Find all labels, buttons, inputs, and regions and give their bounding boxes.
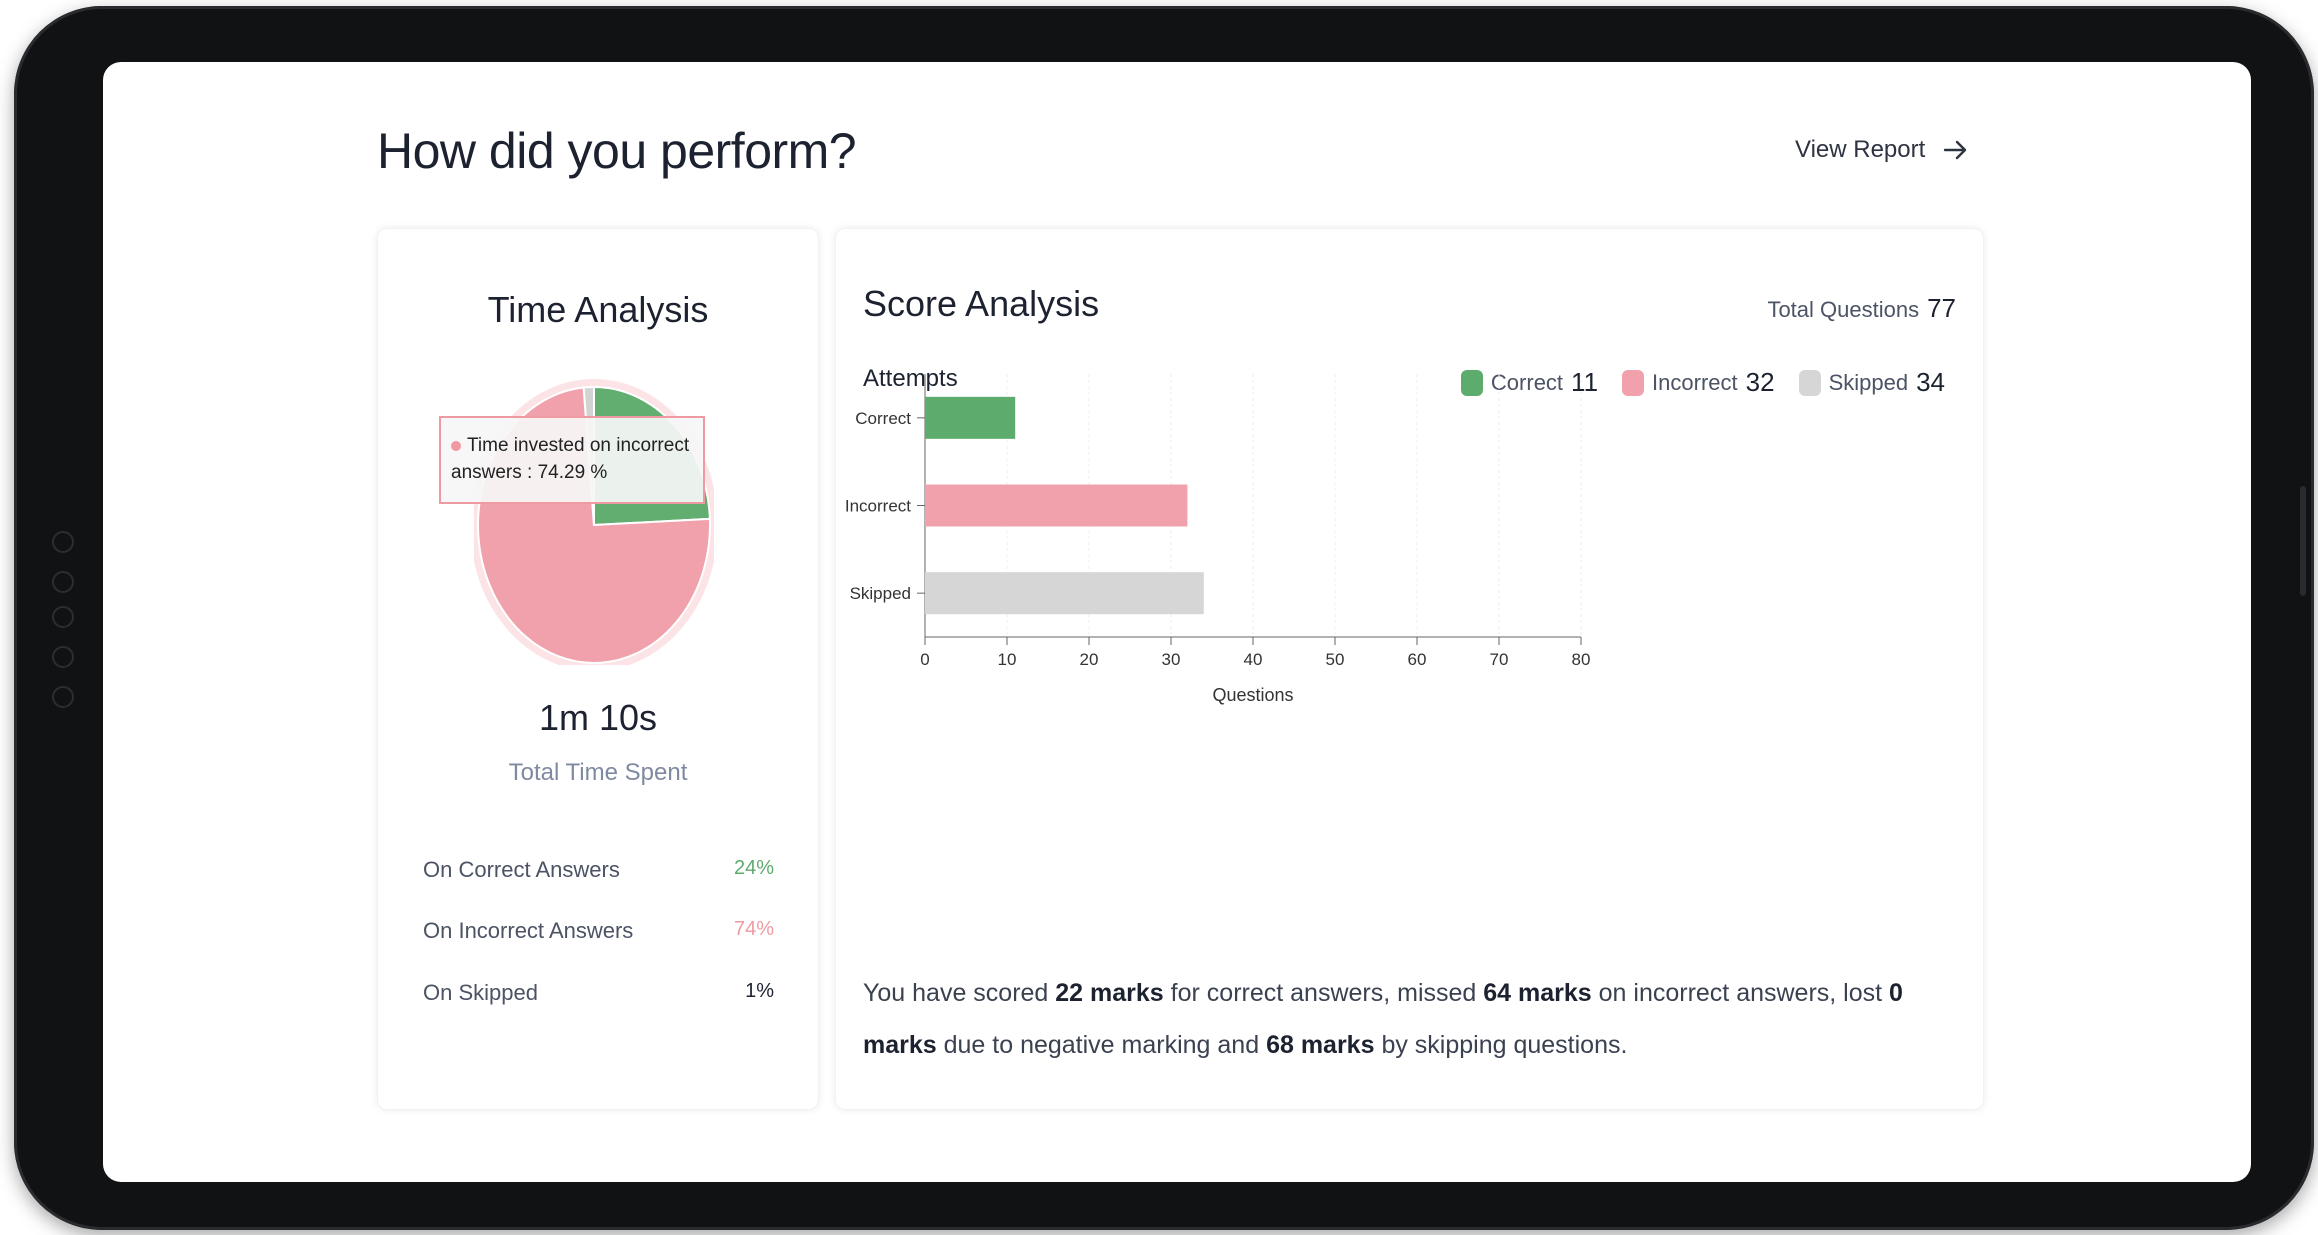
y-tick-label: Incorrect (845, 497, 911, 516)
time-analysis-title: Time Analysis (487, 289, 709, 330)
attempts-bar-chart: 0 10 20 30 40 50 60 70 80 Correct Incorrect Skipped… (845, 374, 1591, 705)
bar-correct[interactable] (925, 396, 1016, 439)
summary-text: You have scored (863, 979, 1056, 1007)
sensor-dot (52, 646, 74, 668)
time-row-incorrect: On Incorrect Answers 74% (423, 918, 774, 944)
time-row-label: On Skipped (423, 980, 538, 1005)
summary-text: on incorrect answers, lost (1591, 979, 1890, 1007)
time-row-value: 1% (745, 980, 774, 1002)
summary-text: due to negative marking and (936, 1031, 1267, 1059)
summary-negative-marks: 0 marks (863, 979, 1903, 1059)
y-tick-label: Skipped (850, 584, 911, 603)
time-analysis-card: Time Analysis Time invested on incorrect… (377, 228, 819, 1110)
score-summary: You have scored 22 marks for correct ans… (863, 967, 1953, 1071)
x-tick-label: 40 (1244, 650, 1263, 669)
view-report-label: View Report (1795, 136, 1926, 163)
score-analysis-title: Score Analysis (863, 283, 1100, 324)
y-tick-label: Correct (855, 409, 911, 428)
view-report-link[interactable]: View Report (1795, 136, 1969, 164)
x-tick-label: 60 (1408, 650, 1427, 669)
legend-swatch (1460, 369, 1483, 396)
score-analysis-card: Score Analysis Total Questions 77 Attempt… (835, 228, 1984, 1110)
screen: How did you perform? View Report Time An… (103, 62, 2251, 1182)
x-tick-label: 10 (998, 650, 1017, 669)
side-button (2300, 486, 2306, 596)
bar-skipped[interactable] (925, 572, 1204, 615)
legend-count: 34 (1916, 367, 1945, 397)
legend-count: 32 (1745, 367, 1775, 397)
tablet-frame: How did you perform? View Report Time An… (14, 6, 2314, 1230)
legend-swatch (1798, 369, 1821, 396)
legend-item-incorrect[interactable]: Incorrect 32 (1622, 367, 1775, 398)
x-tick-label: 80 (1572, 650, 1591, 669)
time-row-label: On Incorrect Answers (423, 918, 634, 943)
total-time-label: Total Time Spent (508, 759, 688, 786)
time-row-skipped: On Skipped 1% (423, 980, 774, 1006)
sensor-dot (52, 606, 74, 628)
time-pie-chart[interactable] (474, 365, 714, 665)
time-row-correct: On Correct Answers 24% (423, 857, 774, 883)
time-row-value: 24% (733, 857, 774, 879)
x-tick-label: 70 (1490, 650, 1509, 669)
x-tick-label: 0 (920, 650, 929, 669)
summary-text: for correct answers, missed (1163, 979, 1484, 1007)
legend-item-skipped[interactable]: Skipped 34 (1798, 367, 1945, 398)
legend-swatch (1622, 369, 1645, 396)
tooltip-text: Time invested on incorrect answers : 74.… (451, 435, 690, 483)
total-questions-label: Total Questions (1767, 297, 1920, 322)
legend-label: Incorrect (1652, 369, 1738, 395)
summary-text: by skipping questions. (1374, 1031, 1628, 1059)
sensor-dot (52, 571, 74, 593)
tooltip-dot-icon (451, 440, 461, 451)
page-title: How did you perform? (377, 123, 857, 179)
x-tick-label: 50 (1326, 650, 1345, 669)
total-time-value: 1m 10s (538, 697, 658, 738)
camera-dot (52, 531, 74, 553)
summary-skipped-marks: 68 marks (1266, 1031, 1375, 1059)
legend-item-correct[interactable]: Correct 11 (1460, 367, 1599, 398)
bar-incorrect[interactable] (925, 484, 1188, 527)
legend-count: 11 (1571, 367, 1599, 397)
arrow-right-icon (1944, 140, 1967, 160)
total-questions: Total Questions 77 (1767, 293, 1956, 324)
x-axis-label: Questions (1212, 685, 1293, 705)
summary-correct-marks: 22 marks (1055, 979, 1164, 1007)
summary-incorrect-marks: 64 marks (1483, 979, 1592, 1007)
legend-label: Correct (1490, 369, 1564, 395)
time-row-value: 74% (733, 918, 774, 940)
x-tick-label: 30 (1162, 650, 1181, 669)
x-tick-label: 20 (1080, 650, 1099, 669)
legend-label: Skipped (1828, 369, 1909, 395)
time-row-label: On Correct Answers (423, 857, 620, 882)
sensor-dot (52, 686, 74, 708)
attempts-label: Attempts (863, 365, 958, 392)
chart-legend: Correct 11 Incorrect 32 Skipped 34 (1460, 367, 1945, 398)
pie-tooltip: Time invested on incorrect answers : 74.… (439, 416, 705, 504)
total-questions-value: 77 (1927, 293, 1956, 323)
